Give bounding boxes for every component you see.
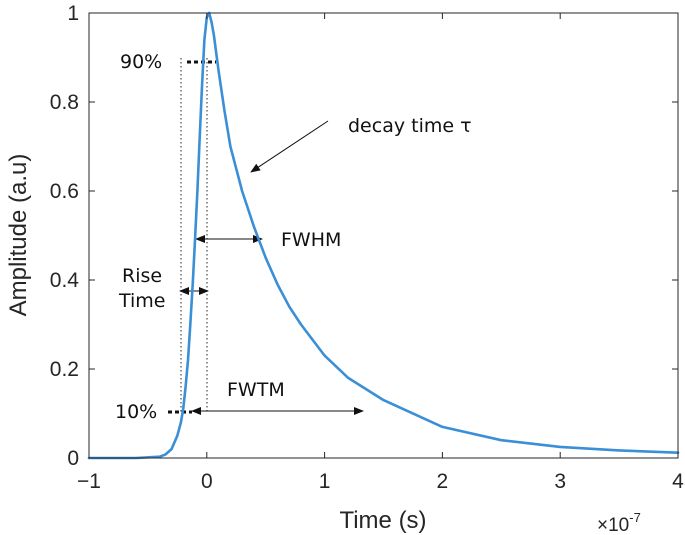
plot-area — [89, 13, 678, 458]
annotation-fwhm: FWHM — [281, 229, 341, 251]
annotation-10-percent: 10% — [115, 401, 157, 423]
x-tick-label: 2 — [437, 470, 449, 493]
x-axis-title: Time (s) — [339, 507, 426, 534]
x-tick-label: −1 — [77, 470, 101, 493]
x-tick-label: 3 — [554, 470, 566, 493]
x-exponent-label: ×10-7 — [597, 510, 641, 535]
y-axis-title: Amplitude (a.u) — [5, 154, 32, 317]
axes-box — [88, 12, 679, 459]
y-tick-label: 0.6 — [50, 180, 79, 203]
x-tick-label: 0 — [201, 470, 213, 493]
x-tick-label: 1 — [319, 470, 331, 493]
x-exponent-power: -7 — [629, 510, 641, 525]
series-line-0 — [87, 11, 680, 460]
annotation-layer — [168, 58, 364, 415]
tick-layer: −1 0 1 2 3 400.20.40.60.81 — [50, 2, 684, 493]
decay-arrow — [250, 120, 329, 173]
y-tick-label: 0.8 — [50, 91, 79, 114]
annotation-fwtm: FWTM — [227, 379, 285, 401]
series-layer — [87, 11, 680, 460]
x-exponent-base: ×10 — [597, 515, 629, 535]
annotation-rise-line1: Rise — [122, 265, 162, 287]
y-tick-label: 1 — [67, 2, 79, 25]
y-tick-label: 0.2 — [50, 358, 79, 381]
annotation-decay-time: decay time τ — [348, 115, 472, 137]
y-tick-label: 0.4 — [50, 269, 80, 292]
annotation-rise-line2: Time — [118, 290, 166, 312]
y-tick-label: 0 — [67, 447, 79, 470]
annotation-90-percent: 90% — [120, 51, 162, 73]
x-tick-label: 4 — [672, 470, 684, 493]
